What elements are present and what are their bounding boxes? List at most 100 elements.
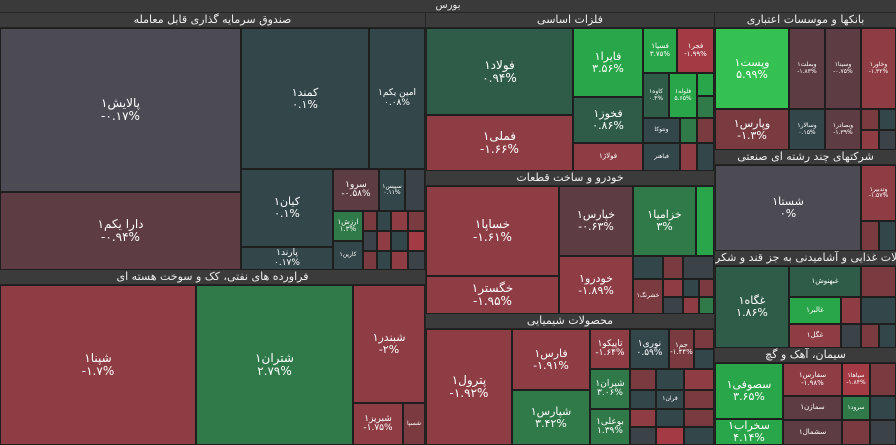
small-tile[interactable]	[408, 211, 425, 231]
sector-chem-header[interactable]: محصولات شیمیایی	[426, 314, 714, 329]
tile-petrol[interactable]: پترول۱ -۱.۹۲%	[426, 329, 512, 445]
tile-shebandar[interactable]: شبندر۱ -۲%	[353, 285, 425, 403]
small-tile[interactable]	[861, 221, 879, 251]
tile-vantoka[interactable]: ونتوکا	[643, 118, 680, 143]
sector-metals-header[interactable]: فلزات اساسی	[426, 13, 714, 28]
small-tile[interactable]	[861, 297, 896, 324]
small-tile[interactable]	[861, 324, 879, 348]
tile-qehnoush[interactable]: غبهنوش۱	[789, 266, 861, 297]
small-tile[interactable]	[879, 324, 896, 348]
tile-fars[interactable]: فارس۱ -۱.۹۱%	[512, 329, 590, 390]
small-tile[interactable]	[377, 211, 391, 231]
tile-foolad[interactable]: فولاد۱ ۰.۹۴%	[426, 28, 573, 115]
tile-sesoufi[interactable]: سصوفی۱ ۳.۶۵%	[715, 363, 783, 419]
small-tile[interactable]	[684, 390, 714, 409]
small-tile[interactable]	[630, 369, 656, 390]
tile-fasapa[interactable]: فسپا۱ ۳.۷۵%	[643, 28, 677, 73]
tile-sarv[interactable]: سرو۱ -۰.۵۸%	[333, 169, 379, 211]
small-tile[interactable]	[684, 369, 714, 390]
tile-vakhavar[interactable]: وخاور۱ -۱.۳۲%	[861, 28, 896, 109]
small-tile[interactable]	[630, 409, 656, 427]
small-tile[interactable]	[699, 297, 714, 314]
small-tile[interactable]	[391, 211, 408, 231]
tile-shetran[interactable]: شتران۱ ۲.۷۹%	[196, 285, 353, 445]
small-tile[interactable]	[842, 420, 870, 445]
tile-pallaysh[interactable]: پالایش۱ -۰.۱۷%	[0, 28, 241, 192]
tile-qegol[interactable]: غگل۱	[789, 324, 841, 348]
small-tile[interactable]	[861, 109, 879, 130]
small-tile[interactable]	[683, 297, 699, 314]
tile-sarud[interactable]: سرود۱	[842, 396, 870, 420]
small-tile[interactable]	[363, 231, 377, 251]
tile-qalbar[interactable]: غالبر۱	[789, 297, 841, 324]
small-tile[interactable]	[879, 109, 896, 130]
small-tile[interactable]	[680, 118, 697, 143]
small-tile[interactable]	[680, 143, 697, 171]
small-tile[interactable]	[870, 420, 896, 445]
small-tile[interactable]	[861, 130, 879, 150]
small-tile[interactable]	[696, 186, 714, 256]
tile-qaran[interactable]: قران۱	[656, 390, 684, 409]
small-tile[interactable]	[656, 427, 684, 445]
small-tile[interactable]	[391, 231, 408, 251]
small-tile[interactable]	[630, 390, 656, 409]
tile-folaj[interactable]: فولاژ۱	[573, 143, 643, 171]
tile-vebsader[interactable]: وبصادر۱ -۱.۳۹%	[825, 109, 861, 150]
small-tile[interactable]	[363, 251, 377, 270]
small-tile[interactable]	[630, 427, 656, 445]
tile-vatadbir[interactable]: وتدبیر۱ -۱.۵۷%	[861, 165, 896, 221]
tile-vesina[interactable]: وسینا۱ -۰.۷۵%	[825, 28, 861, 109]
tile-khegostar[interactable]: خگستر۱ -۱.۹۵%	[426, 276, 559, 314]
small-tile[interactable]	[841, 324, 861, 348]
tile-dara[interactable]: دارا یکم۱ -۰.۹۴%	[0, 192, 241, 270]
tile-tapiko[interactable]: تاپیکو۱ -۱.۶۴%	[590, 329, 630, 369]
tile-khoshrang[interactable]: خشرنگ۱	[633, 279, 663, 314]
tile-vepars[interactable]: وپارس۱ -۱.۳%	[715, 109, 789, 150]
small-tile[interactable]	[694, 349, 714, 369]
tile-sazamzan[interactable]: سمازن۱	[783, 396, 842, 420]
small-tile[interactable]	[391, 251, 408, 270]
small-tile[interactable]	[694, 329, 714, 349]
sector-food-header[interactable]: محصولات غذایی و آشامیدنی به جز قند و شکر	[715, 251, 896, 266]
sector-funds-header[interactable]: صندوق سرمایه گذاری قابل معامله	[0, 13, 425, 28]
small-tile[interactable]	[699, 279, 714, 297]
tile-karin[interactable]: کارین۱	[333, 241, 363, 270]
small-tile[interactable]	[377, 231, 391, 251]
small-tile[interactable]	[870, 363, 896, 396]
tile-kaveh[interactable]: کاوه۱ ۰.۴%	[643, 73, 669, 118]
small-tile[interactable]	[408, 231, 425, 251]
small-tile[interactable]	[663, 297, 683, 314]
sector-banks-header[interactable]: بانکها و موسسات اعتباری	[715, 13, 896, 28]
tile-fajr[interactable]: فجر۱ -۱.۹۹%	[677, 28, 714, 73]
small-tile[interactable]	[377, 251, 391, 270]
tile-sashomal[interactable]: سشمال۱	[783, 420, 842, 445]
tile-fkhouz[interactable]: فخوز۱ ۰.۸۶%	[573, 97, 643, 143]
small-tile[interactable]	[683, 256, 714, 279]
small-tile[interactable]	[405, 169, 425, 211]
tile-bouali[interactable]: بوعلی۱ ۱.۳۹%	[590, 409, 630, 445]
tile-nouri[interactable]: نوری۱ ۰.۵۹%	[630, 329, 669, 369]
tile-shiran[interactable]: شیران۱ ۳.۰۶%	[590, 369, 630, 409]
small-tile[interactable]	[841, 297, 861, 324]
small-tile[interactable]	[697, 96, 714, 118]
tile-khazamia[interactable]: خزامیا۱ ۳%	[633, 186, 696, 256]
tile-shasta[interactable]: شستا۱ ۰%	[715, 165, 861, 251]
small-tile[interactable]	[363, 211, 377, 231]
tile-arzesh[interactable]: ارزش۱ ۱.۳%	[333, 211, 363, 241]
small-tile[interactable]	[684, 409, 714, 427]
small-tile[interactable]	[683, 279, 699, 297]
tile-shepna[interactable]: شپنا۱ -۱.۷%	[0, 285, 196, 445]
tile-vebmelat[interactable]: وبملت۱ -۱.۸۳%	[789, 28, 825, 109]
tile-shebriz[interactable]: شبریز۱ -۱.۷۵%	[353, 403, 403, 445]
tile-shesapa[interactable]: شسپا	[403, 403, 425, 445]
small-tile[interactable]	[633, 256, 663, 279]
small-tile[interactable]	[656, 369, 684, 390]
sector-auto-header[interactable]: خودرو و ساخت قطعات	[426, 171, 714, 186]
tile-khasapa[interactable]: خساپا۱ -۱.۶۱%	[426, 186, 559, 276]
tile-aminyekom[interactable]: امین یکم۱ ۰.۰۸%	[369, 28, 425, 169]
small-tile[interactable]	[697, 118, 714, 143]
tile-parand[interactable]: پارند۱ ۰.۱۷%	[241, 247, 333, 270]
small-tile[interactable]	[663, 279, 683, 297]
small-tile[interactable]	[879, 130, 896, 150]
tile-sefars[interactable]: سفارس۱ -۱.۹۸%	[783, 363, 842, 396]
